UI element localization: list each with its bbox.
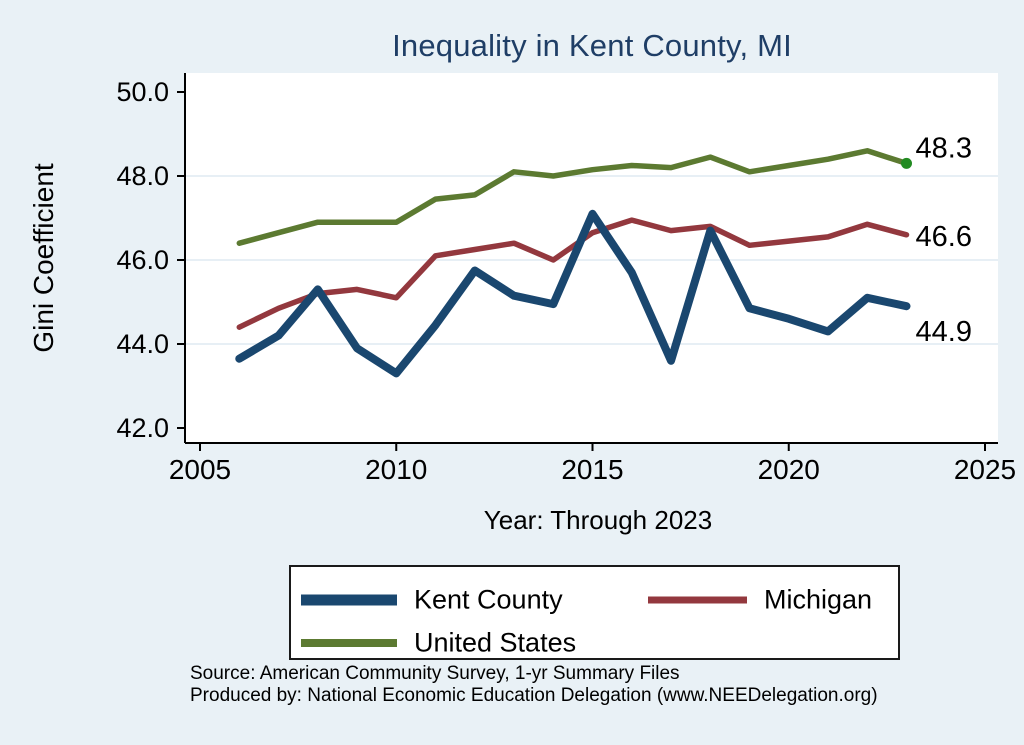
y-tick-label-48.0: 48.0 (116, 161, 169, 191)
x-tick-label-2015: 2015 (561, 454, 623, 485)
legend-label-michigan: Michigan (764, 584, 873, 615)
legend-label-united-states: United States (414, 627, 577, 658)
x-tick-label-2020: 2020 (758, 454, 820, 485)
source-notes: Source: American Community Survey, 1-yr … (190, 663, 878, 706)
end-label-united-states: 48.3 (916, 132, 972, 164)
x-tick-label-2005: 2005 (169, 454, 231, 485)
legend-item-united-states: United States (301, 626, 641, 660)
series-line-united-states (236, 148, 910, 246)
legend-label-kent-county: Kent County (414, 584, 563, 615)
series-line-michigan (236, 217, 910, 330)
y-tick-label-46.0: 46.0 (116, 245, 169, 275)
y-tick-label-50.0: 50.0 (116, 77, 169, 107)
x-tick-label-2010: 2010 (365, 454, 427, 485)
legend-item-kent-county: Kent County (301, 583, 641, 617)
x-tick-label-2025: 2025 (954, 454, 1016, 485)
y-tick-label-44.0: 44.0 (116, 329, 169, 359)
end-label-michigan: 46.6 (916, 221, 972, 253)
legend-item-michigan: Michigan (648, 583, 898, 617)
line-chart-plot: 42.0 44.0 46.0 48.0 50.0 2005 2010 2015 2020 2025… (116, 73, 1016, 485)
chart-title: Inequality in Kent County, MI (392, 28, 792, 63)
legend-swatch-united-states (301, 639, 397, 647)
series-line-kent-county (235, 209, 911, 378)
y-tick-label-42.0: 42.0 (116, 413, 169, 443)
plot-area (185, 73, 998, 443)
legend-swatch-michigan (648, 596, 747, 604)
legend-swatch-kent-county (301, 594, 397, 606)
produced-by-line: Produced by: National Economic Education… (190, 684, 878, 706)
chart-legend: Kent County Michigan United States (289, 565, 900, 660)
source-line: Source: American Community Survey, 1-yr … (190, 663, 680, 684)
end-dot-united-states (901, 157, 912, 169)
x-axis-title: Year: Through 2023 (483, 505, 713, 535)
end-label-kent-county: 44.9 (916, 316, 972, 348)
